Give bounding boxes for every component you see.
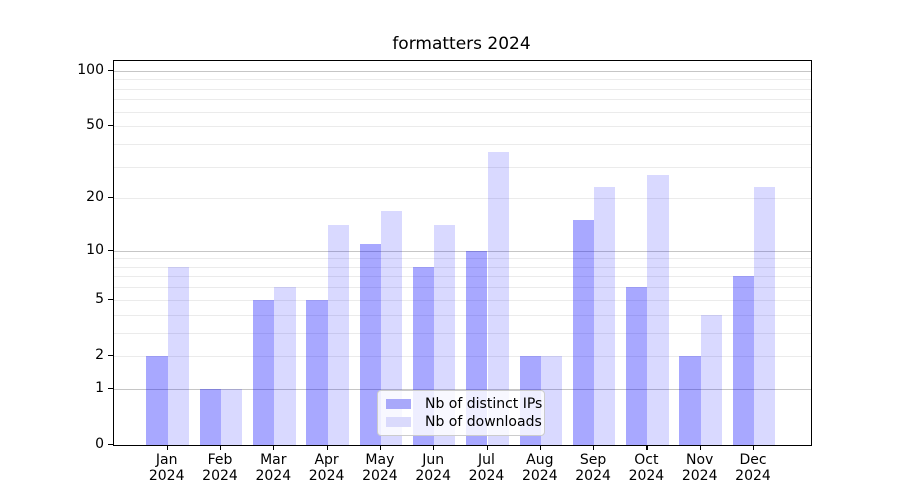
y-tick-label: 50 <box>86 117 104 134</box>
gridline-minor <box>114 258 811 260</box>
y-tick-label: 100 <box>77 61 104 78</box>
gridline-minor <box>114 299 811 301</box>
legend-label-distinct-ips: Nb of distinct IPs <box>425 396 543 412</box>
bar-downloads <box>487 152 509 445</box>
plot-area <box>113 60 812 446</box>
bar-downloads <box>221 388 243 445</box>
x-tick-label: Jul 2024 <box>468 452 505 484</box>
y-tick-label: 1 <box>95 379 104 396</box>
bar-downloads <box>594 187 616 445</box>
x-tick-mark <box>379 445 382 450</box>
y-tick-mark <box>108 354 113 357</box>
x-tick-mark <box>646 445 648 450</box>
bar-downloads <box>380 210 403 445</box>
y-tick-mark <box>108 387 113 389</box>
bar-distinct-ips <box>306 299 328 445</box>
gridline-major <box>114 388 811 390</box>
x-tick-mark <box>433 445 435 450</box>
gridline-minor <box>114 198 811 200</box>
y-tick-label: 2 <box>95 346 104 363</box>
x-tick-label: Dec 2024 <box>735 452 771 484</box>
chart-title: formatters 2024 <box>392 34 531 54</box>
x-tick-label: May 2024 <box>362 452 398 484</box>
bar-downloads <box>540 355 563 445</box>
bar-distinct-ips <box>679 355 701 445</box>
bar-distinct-ips <box>572 220 595 445</box>
y-tick-mark <box>108 125 113 127</box>
gridline-minor <box>114 79 811 81</box>
x-tick-label: Mar 2024 <box>255 452 292 484</box>
y-tick-label: 10 <box>86 241 104 258</box>
y-tick-label: 5 <box>95 290 104 307</box>
x-tick-label: Nov 2024 <box>681 452 718 484</box>
x-tick-label: Sep 2024 <box>575 452 611 484</box>
bar-distinct-ips <box>732 276 754 445</box>
gridline-minor <box>114 111 811 113</box>
bar-downloads <box>647 174 669 445</box>
x-tick-mark <box>486 445 488 450</box>
gridline-minor <box>114 266 811 268</box>
bar-distinct-ips <box>199 388 221 445</box>
y-tick-label: 0 <box>95 436 104 452</box>
bar-downloads <box>700 314 722 445</box>
legend-label-downloads: Nb of downloads <box>425 414 542 430</box>
y-tick-mark <box>108 69 113 71</box>
gridline-major <box>114 250 811 252</box>
y-tick-mark <box>108 298 113 300</box>
legend-swatch-downloads <box>386 417 411 427</box>
x-tick-mark <box>593 445 595 450</box>
y-tick-mark <box>108 197 113 199</box>
gridline-minor <box>114 355 811 357</box>
gridline-minor <box>114 88 811 90</box>
bar-downloads <box>167 266 189 445</box>
y-tick-mark <box>108 249 113 251</box>
x-tick-mark <box>699 445 701 450</box>
gridline-minor <box>114 314 811 316</box>
gridline-minor <box>114 276 811 278</box>
bar-downloads <box>754 187 776 445</box>
x-tick-mark <box>753 445 755 450</box>
gridline-minor <box>114 287 811 289</box>
legend-item-downloads: Nb of downloads <box>386 414 542 430</box>
gridline-minor <box>114 166 811 168</box>
bar-distinct-ips <box>253 299 275 445</box>
bar-distinct-ips <box>146 355 168 445</box>
x-tick-label: Aug 2024 <box>521 452 558 484</box>
x-tick-mark <box>326 445 328 450</box>
x-tick-mark <box>539 445 541 450</box>
bar-distinct-ips <box>359 243 381 445</box>
x-tick-label: Feb 2024 <box>202 452 238 484</box>
legend-swatch-distinct-ips <box>386 399 411 409</box>
gridline-minor <box>114 126 811 128</box>
x-tick-label: Jan 2024 <box>148 452 185 484</box>
x-tick-label: Oct 2024 <box>628 452 665 484</box>
x-tick-mark <box>166 445 168 450</box>
bar-distinct-ips <box>626 287 648 445</box>
y-tick-label: 20 <box>86 189 104 206</box>
gridline-minor <box>114 332 811 334</box>
x-tick-mark <box>220 445 222 450</box>
gridline-minor <box>114 143 811 145</box>
x-tick-label: Jun 2024 <box>415 452 451 484</box>
bar-downloads <box>274 287 296 445</box>
gridline-major <box>114 70 811 72</box>
gridline-minor <box>114 99 811 101</box>
x-tick-mark <box>273 445 275 450</box>
legend: Nb of distinct IPs Nb of downloads <box>377 390 545 436</box>
bar-downloads <box>327 225 349 445</box>
y-tick-mark <box>108 444 113 446</box>
x-tick-label: Apr 2024 <box>308 452 345 484</box>
legend-item-distinct-ips: Nb of distinct IPs <box>386 396 542 412</box>
